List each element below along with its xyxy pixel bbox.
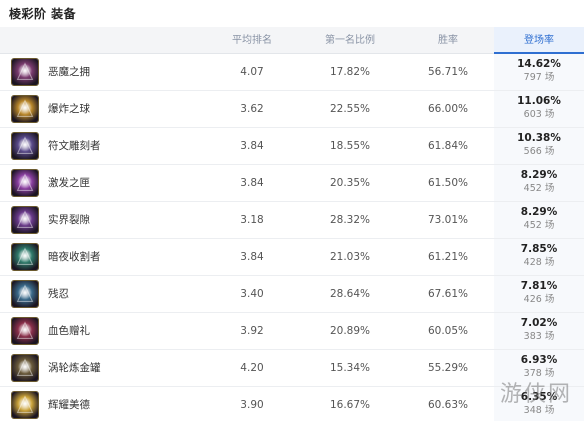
reality-rift-icon [11,206,39,234]
win-rate: 66.00% [427,103,469,115]
item-name[interactable]: 实界裂隙 [48,214,90,226]
pick-rate: 6.35% [520,391,558,403]
first-rate: 17.82% [329,66,371,78]
win-rate: 61.21% [427,251,469,263]
table-row[interactable]: 暗夜收割者 3.84 21.03% 61.21% 7.85% 428 场 [0,239,584,276]
item-name[interactable]: 残忍 [48,288,69,300]
table-row[interactable]: 恶魔之拥 4.07 17.82% 56.71% 14.62% 797 场 [0,54,584,91]
header-first-rate[interactable]: 第一名比例 [325,35,375,46]
demon-embrace-icon [11,58,39,86]
header-pick-rate[interactable]: 登场率 [494,27,584,54]
header-win-rate[interactable]: 胜率 [438,35,458,46]
radiant-virtue-icon [11,391,39,419]
avg-rank: 4.20 [240,362,264,374]
pick-rate-cell: 7.81% 426 场 [494,276,584,312]
win-rate: 73.01% [427,214,469,226]
first-rate: 28.64% [329,288,371,300]
pick-rate: 7.85% [520,243,558,255]
first-rate: 18.55% [329,140,371,152]
pick-rate: 7.81% [520,280,558,292]
pick-rate-cell: 11.06% 603 场 [494,91,584,127]
item-name[interactable]: 涡轮炼金罐 [48,362,101,374]
pick-rate-cell: 7.02% 383 场 [494,313,584,349]
pick-rate-cell: 6.35% 348 场 [494,387,584,421]
pick-rate: 8.29% [520,169,558,181]
pick-rate: 7.02% [520,317,558,329]
pick-rate-cell: 8.29% 452 场 [494,202,584,238]
game-count: 428 场 [523,257,555,268]
night-harvester-icon [11,243,39,271]
first-rate: 28.32% [329,214,371,226]
avg-rank: 3.90 [240,399,264,411]
table-row[interactable]: 残忍 3.40 28.64% 67.61% 7.81% 426 场 [0,276,584,313]
first-rate: 20.35% [329,177,371,189]
header-avg-rank[interactable]: 平均排名 [232,35,272,46]
avg-rank: 3.84 [240,140,264,152]
table-row[interactable]: 血色赠礼 3.92 20.89% 60.05% 7.02% 383 场 [0,313,584,350]
item-name[interactable]: 爆炸之球 [48,103,90,115]
win-rate: 56.71% [427,66,469,78]
catalyst-box-icon [11,169,39,197]
watermark: 游侠网 [500,382,573,407]
table-row[interactable]: 激发之匣 3.84 20.35% 61.50% 8.29% 452 场 [0,165,584,202]
items-table: 平均排名 第一名比例 胜率 登场率 恶魔之拥 4.07 17.82% 56.71% 14… [0,27,584,421]
first-rate: 16.67% [329,399,371,411]
game-count: 452 场 [523,220,555,231]
game-count: 452 场 [523,183,555,194]
pick-rate: 6.93% [520,354,558,366]
page-title: 棱彩阶 装备 [9,7,77,21]
pick-rate-cell: 8.29% 452 场 [494,165,584,201]
item-name[interactable]: 血色赠礼 [48,325,90,337]
win-rate: 60.63% [427,399,469,411]
item-name[interactable]: 暗夜收割者 [48,251,101,263]
pick-rate: 14.62% [517,58,561,70]
game-count: 797 场 [523,72,555,83]
avg-rank: 3.84 [240,251,264,263]
table-row[interactable]: 符文雕刻者 3.84 18.55% 61.84% 10.38% 566 场 [0,128,584,165]
item-name[interactable]: 激发之匣 [48,177,90,189]
pick-rate-cell: 14.62% 797 场 [494,54,584,90]
item-name[interactable]: 辉耀美德 [48,399,90,411]
game-count: 383 场 [523,331,555,342]
win-rate: 61.50% [427,177,469,189]
avg-rank: 3.40 [240,288,264,300]
pick-rate: 8.29% [520,206,558,218]
avg-rank: 3.84 [240,177,264,189]
table-header: 平均排名 第一名比例 胜率 登场率 [0,27,584,54]
first-rate: 20.89% [329,325,371,337]
pick-rate-cell: 10.38% 566 场 [494,128,584,164]
first-rate: 22.55% [329,103,371,115]
rune-carver-icon [11,132,39,160]
pick-rate-cell: 6.93% 378 场 [494,350,584,386]
turbo-chemtank-icon [11,354,39,382]
win-rate: 60.05% [427,325,469,337]
pick-rate-cell: 7.85% 428 场 [494,239,584,275]
table-row[interactable]: 爆炸之球 3.62 22.55% 66.00% 11.06% 603 场 [0,91,584,128]
win-rate: 61.84% [427,140,469,152]
crimson-gift-icon [11,317,39,345]
game-count: 348 场 [523,405,555,416]
avg-rank: 4.07 [240,66,264,78]
game-count: 378 场 [523,368,555,379]
first-rate: 15.34% [329,362,371,374]
game-count: 566 场 [523,146,555,157]
game-count: 426 场 [523,294,555,305]
item-name[interactable]: 恶魔之拥 [48,66,90,78]
avg-rank: 3.92 [240,325,264,337]
avg-rank: 3.18 [240,214,264,226]
table-row[interactable]: 涡轮炼金罐 4.20 15.34% 55.29% 6.93% 378 场 [0,350,584,387]
cruelty-icon [11,280,39,308]
table-row[interactable]: 辉耀美德 3.90 16.67% 60.63% 6.35% 348 场 [0,387,584,421]
table-body: 恶魔之拥 4.07 17.82% 56.71% 14.62% 797 场爆炸之球 3.62 2… [0,54,584,421]
item-name[interactable]: 符文雕刻者 [48,140,101,152]
pick-rate: 11.06% [517,95,561,107]
table-row[interactable]: 实界裂隙 3.18 28.32% 73.01% 8.29% 452 场 [0,202,584,239]
pick-rate: 10.38% [517,132,561,144]
win-rate: 67.61% [427,288,469,300]
game-count: 603 场 [523,109,555,120]
avg-rank: 3.62 [240,103,264,115]
win-rate: 55.29% [427,362,469,374]
explosive-orb-icon [11,95,39,123]
first-rate: 21.03% [329,251,371,263]
